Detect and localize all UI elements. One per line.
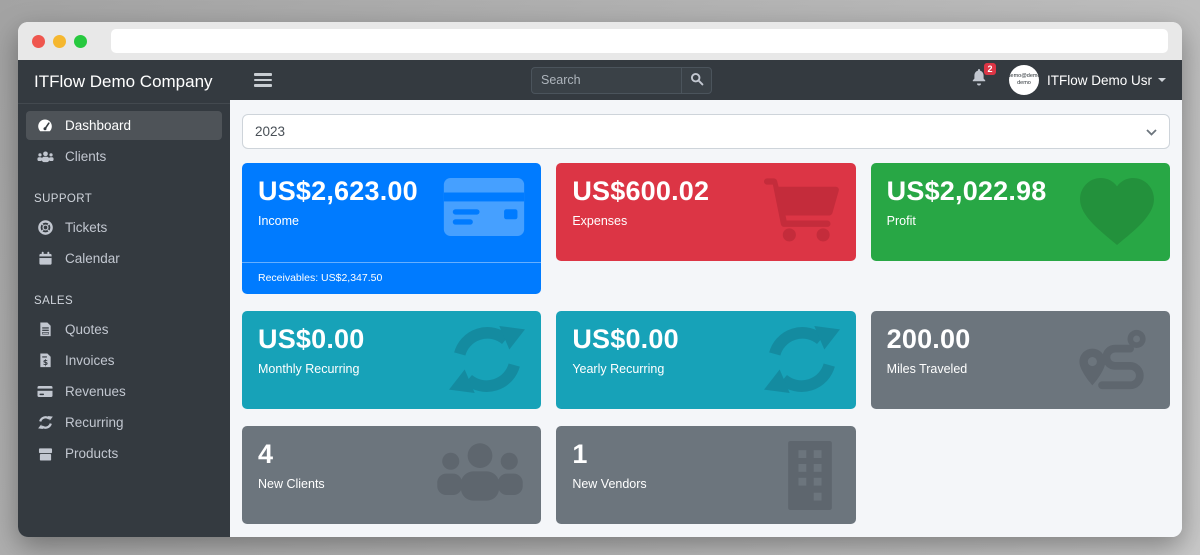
sidebar-item-label: Revenues [65,384,126,399]
caret-down-icon [1158,78,1167,82]
chevron-down-icon [1146,124,1157,139]
sidebar-item-clients[interactable]: Clients [26,142,222,171]
calendar-icon [34,251,56,266]
search-input[interactable] [531,66,681,94]
sidebar-item-quotes[interactable]: Quotes [26,315,222,344]
card-label: New Clients [258,477,325,492]
expenses-card[interactable]: US$600.02 Expenses [556,163,856,261]
card-label: Income [258,214,299,229]
card-value: US$600.02 [572,176,710,206]
profit-card[interactable]: US$2,022.98 Profit [870,163,1170,261]
year-select[interactable]: 2023 [242,114,1170,149]
route-icon [1076,326,1154,400]
card-label: Yearly Recurring [572,362,665,377]
notification-badge: 2 [983,63,996,75]
card-value: 4 [258,439,274,469]
search-icon [690,72,704,89]
avatar-text-line1: demo@demo [1009,72,1039,79]
sidebar-item-label: Tickets [65,220,108,235]
sidebar-item-calendar[interactable]: Calendar [26,244,222,273]
sidebar-section-support: SUPPORT [34,193,93,205]
notifications-button[interactable]: 2 [971,63,996,91]
tachometer-icon [34,118,56,134]
sidebar-item-label: Clients [65,149,107,164]
sync-icon [34,416,56,429]
users-icon [34,150,56,164]
card-value: US$0.00 [572,324,679,354]
card-label: Expenses [572,214,628,229]
new-vendors-card[interactable]: 1 New Vendors [556,426,856,524]
card-value: 200.00 [886,324,971,354]
search-group [531,66,712,94]
sync-icon [449,326,526,398]
card-label: Profit [886,214,916,229]
sync-icon [763,326,840,398]
file-invoice-icon [34,322,56,337]
avatar-text-line2: demo [1017,80,1031,86]
users-icon [435,441,525,509]
sidebar-section-sales: SALES [34,295,74,307]
file-invoice-dollar-icon: $ [34,353,56,368]
sidebar-item-recurring[interactable]: Recurring [26,408,222,437]
sidebar-item-dashboard[interactable]: Dashboard [26,111,222,140]
card-value: US$2,623.00 [258,176,418,206]
maximize-window-button[interactable] [74,34,87,48]
sidebar-item-label: Recurring [65,415,124,430]
income-card[interactable]: US$2,623.00 Income Receivables: US$2,347… [242,163,542,294]
building-icon [780,441,840,515]
divider [242,262,542,263]
sidebar-item-revenues[interactable]: Revenues [26,377,222,406]
monthly-recurring-card[interactable]: US$0.00 Monthly Recurring [242,311,542,409]
top-navbar: 2 demo@demo demo ITFlow Demo Usr [230,60,1182,100]
shopping-cart-icon [763,178,840,247]
credit-card-icon [443,178,525,241]
browser-window: ITFlow Demo Company Dashboard Clients SU… [18,22,1182,537]
card-value: US$2,022.98 [886,176,1047,206]
credit-card-icon [34,385,56,398]
card-value: US$0.00 [258,324,365,354]
sidebar: ITFlow Demo Company Dashboard Clients SU… [18,60,230,537]
sidebar-item-label: Products [65,446,119,461]
sidebar-item-tickets[interactable]: Tickets [26,213,222,242]
sidebar-item-label: Quotes [65,322,109,337]
close-window-button[interactable] [32,34,45,48]
sidebar-item-label: Calendar [65,251,120,266]
yearly-recurring-card[interactable]: US$0.00 Yearly Recurring [556,311,856,409]
minimize-window-button[interactable] [53,34,66,48]
url-bar[interactable] [111,29,1168,53]
card-label: Miles Traveled [886,362,968,377]
svg-text:$: $ [42,358,47,367]
card-footer: Receivables: US$2,347.50 [258,272,383,284]
hamburger-menu-icon[interactable] [254,73,272,87]
card-label: Monthly Recurring [258,362,360,377]
user-name: ITFlow Demo Usr [1047,72,1153,88]
miles-traveled-card[interactable]: 200.00 Miles Traveled [870,311,1170,409]
brand-title[interactable]: ITFlow Demo Company [18,60,230,104]
sidebar-item-invoices[interactable]: $ Invoices [26,346,222,375]
heart-icon [1080,178,1154,250]
box-icon [34,447,56,461]
life-ring-icon [34,220,56,235]
card-value: 1 [572,439,588,469]
card-label: New Vendors [572,477,647,492]
stats-grid: US$2,623.00 Income Receivables: US$2,347… [242,163,1170,524]
new-clients-card[interactable]: 4 New Clients [242,426,542,524]
search-button[interactable] [681,66,712,94]
bell-icon [971,69,987,90]
year-select-value: 2023 [255,124,286,139]
main-content: 2023 US$2,623.00 Income Receivables: US$… [230,100,1182,537]
browser-chrome [18,22,1182,60]
user-menu[interactable]: ITFlow Demo Usr [1047,72,1167,88]
sidebar-item-label: Dashboard [65,118,132,133]
sidebar-item-products[interactable]: Products [26,439,222,468]
avatar[interactable]: demo@demo demo [1009,65,1039,95]
sidebar-item-label: Invoices [65,353,115,368]
